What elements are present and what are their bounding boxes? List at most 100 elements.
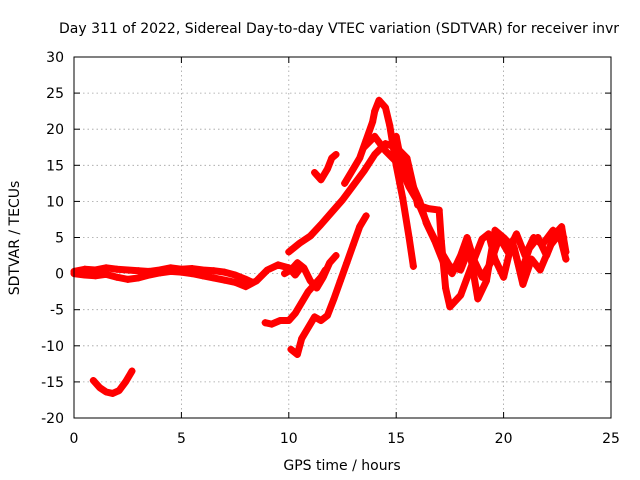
y-tick-label: 30 (46, 50, 64, 66)
data-point (285, 317, 293, 325)
data-point (317, 317, 325, 325)
data-point (470, 255, 478, 263)
data-point (375, 96, 383, 104)
data-point (306, 277, 314, 285)
data-point (304, 324, 312, 332)
data-point (549, 226, 557, 234)
y-tick-label: 10 (46, 194, 64, 210)
data-point (332, 150, 340, 158)
data-point (409, 183, 417, 191)
series-arc-k (281, 252, 340, 292)
x-tick-label: 20 (495, 431, 513, 447)
data-point (261, 319, 269, 327)
data-point (134, 274, 142, 282)
data-point (341, 179, 349, 187)
data-point (326, 259, 334, 267)
data-point (446, 303, 454, 311)
data-point (89, 376, 97, 384)
data-point (482, 277, 490, 285)
data-point (115, 387, 123, 395)
data-point (392, 132, 400, 140)
data-point (538, 241, 546, 249)
data-point (102, 264, 110, 272)
data-point (405, 234, 413, 241)
data-point (81, 271, 89, 279)
data-point (349, 182, 357, 190)
data-point (528, 255, 536, 263)
chart-title: Day 311 of 2022, Sidereal Day-to-day VTE… (59, 21, 619, 37)
data-point (300, 264, 308, 272)
data-point (323, 165, 331, 173)
data-point (276, 317, 284, 325)
data-point (311, 169, 319, 177)
data-point (349, 165, 357, 173)
data-point (409, 262, 417, 270)
axis-ticks: 0 5 10 15 20 25 -20 -15 -10 -5 0 5 10 15 20 25 30 (41, 50, 620, 447)
data-point (298, 335, 306, 343)
x-axis-label: GPS time / hours (283, 458, 400, 474)
data-point (287, 266, 295, 274)
data-point (560, 234, 568, 241)
data-point (339, 196, 346, 204)
data-point (386, 122, 394, 130)
data-point (435, 206, 443, 214)
data-point (124, 275, 132, 283)
data-point (91, 272, 99, 280)
x-tick-label: 10 (280, 431, 298, 447)
data-point (371, 107, 379, 115)
data-point (381, 147, 389, 155)
data-series (70, 96, 570, 397)
data-point (332, 252, 340, 260)
data-point (328, 154, 336, 162)
data-point (491, 226, 499, 234)
data-point (281, 270, 289, 278)
data-point (199, 272, 207, 280)
data-point (96, 384, 104, 392)
data-point (457, 252, 465, 260)
data-point (134, 267, 142, 275)
data-point (504, 248, 512, 256)
data-point (323, 311, 331, 319)
data-point (431, 237, 439, 245)
data-point (102, 388, 110, 396)
data-point (242, 275, 250, 283)
data-point (424, 205, 432, 213)
data-point (330, 295, 338, 303)
data-point (293, 350, 301, 358)
data-point (167, 267, 175, 275)
data-point (360, 167, 368, 175)
data-point (328, 208, 336, 216)
series-arc-h (392, 132, 568, 281)
data-point (293, 259, 301, 267)
data-point (547, 241, 555, 249)
data-point (210, 267, 218, 275)
x-tick-label: 0 (70, 431, 79, 447)
data-point (487, 259, 495, 267)
data-point (220, 276, 228, 284)
data-point (291, 309, 299, 317)
data-point (231, 271, 239, 279)
data-point (231, 278, 239, 286)
data-point (362, 212, 370, 220)
data-point (336, 277, 344, 285)
y-tick-label: 20 (46, 122, 64, 138)
data-point (343, 259, 351, 267)
data-point (188, 270, 196, 278)
data-point (463, 234, 471, 241)
data-point (285, 248, 293, 256)
data-point (319, 273, 327, 281)
data-point (422, 219, 430, 227)
data-point (311, 313, 319, 321)
data-point (274, 261, 282, 269)
data-point (253, 277, 261, 285)
data-point (371, 132, 379, 140)
data-point (381, 104, 389, 112)
data-point (177, 268, 185, 276)
series-arc-j (287, 212, 370, 358)
data-point (530, 234, 538, 241)
data-point (478, 273, 486, 281)
x-tick-label: 25 (602, 431, 620, 447)
x-tick-label: 15 (387, 431, 405, 447)
y-axis-label: SDTVAR / TECUs (7, 181, 23, 296)
